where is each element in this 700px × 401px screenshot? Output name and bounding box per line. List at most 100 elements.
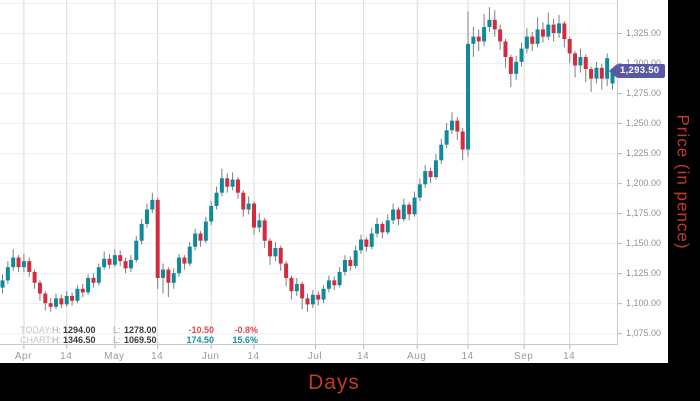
candle-body [567,39,572,54]
x-tick-label: 14 [247,351,260,362]
y-tick-label: 1,275.00 [626,88,662,99]
candle-body [375,223,380,234]
candle-body [198,233,203,241]
y-tick-label: 1,225.00 [626,148,662,159]
candle-body [16,257,21,268]
candle-body [535,29,540,44]
candle-body [342,259,347,272]
candle-body [401,204,406,220]
candle-body [498,29,503,42]
high-prefix: H: [52,325,61,335]
today-high: 1294.00 [63,325,96,335]
candle-body [326,280,331,289]
candle-body [21,261,26,268]
chart-change-pct: 15.6% [232,335,258,345]
candle-body [225,178,230,187]
candle-body [556,23,561,34]
candle-body [75,288,80,301]
candle-body [54,298,59,307]
chart-high: 1346.50 [63,335,96,345]
candlestick-chart[interactable] [0,0,668,363]
candle-body [514,61,519,74]
candle-body [417,184,422,198]
candle-body [177,257,182,274]
candle-body [91,277,96,283]
candle-body [412,197,417,215]
x-axis-title: Days [308,371,360,394]
candle-body [182,257,187,264]
x-tick-label: Jun [201,351,220,362]
candle-body [508,57,513,74]
candle-body [466,43,471,150]
candle-body [471,36,476,44]
candle-body [171,273,176,283]
candle-body [594,67,599,79]
candle-body [482,27,487,42]
candle-body [268,240,273,257]
y-axis-title: Price (in pence) [674,113,693,250]
candle-body [310,294,315,305]
candle-body [476,36,481,42]
candle-body [96,267,101,283]
candle-body [43,293,48,304]
candle-body [107,258,112,265]
candle-body [380,223,385,233]
x-tick-label: Jul [307,351,323,362]
candle-body [353,250,358,266]
y-tick-label: 1,150.00 [626,238,662,249]
candle-body [455,120,460,132]
candle-body [359,239,364,251]
candle-body [155,199,160,278]
candle-body [284,263,289,278]
candle-body [391,209,396,221]
legend-label: TODAY: [20,325,53,335]
last-price-value: 1,293.50 [617,63,666,78]
candle-body [348,259,353,266]
x-tick-label: 14 [563,351,576,362]
candle-body [605,58,610,79]
plot-area[interactable]: 1,325.00 1,300.00 1,275.00 1,250.00 1,225.00… [0,0,668,363]
candle-body [573,53,578,66]
candle-body [257,220,262,228]
chart-change: 174.50 [186,335,214,345]
candle-body [583,57,588,70]
candle-body [230,179,235,187]
candle-body [273,247,278,257]
legend-row-today: TODAY:H: 1294.00 L: 1278.00 -10.50 -0.8% [20,325,258,335]
candle-body [337,271,342,286]
candle-body [0,280,5,288]
candle-body [128,259,133,269]
candle-body [161,269,166,278]
x-tick-label: Sep [514,351,534,362]
candle-body [433,160,438,178]
chart-legend: TODAY:H: 1294.00 L: 1278.00 -10.50 -0.8% CHAR… [20,325,258,345]
y-tick-label: 1,200.00 [626,178,662,189]
candle-body [278,247,283,264]
candle-body [150,199,155,210]
candle-body [27,261,32,272]
candle-body [530,36,535,44]
candle-body [37,282,42,294]
candle-body [219,178,224,193]
x-tick-label: 14 [151,351,164,362]
candle-body [134,240,139,260]
candle-body [503,41,508,58]
candle-body [246,203,251,210]
candle-body [5,267,10,281]
candle-body [289,277,294,292]
candle-body [102,258,107,268]
candle-body [449,120,454,131]
candle-body [209,205,214,222]
candle-body [187,246,192,264]
x-tick-label: 14 [461,351,474,362]
candle-body [492,19,497,30]
candle-body [444,130,449,145]
y-tick-label: 1,100.00 [626,298,662,309]
candle-body [407,204,412,215]
candle-body [214,192,219,206]
candle-body [546,24,551,37]
badge-arrow-icon [609,63,617,78]
y-tick-label: 1,075.00 [626,328,662,339]
chart-low: 1069.50 [124,335,157,345]
y-tick-label: 1,300.00 [626,59,661,68]
